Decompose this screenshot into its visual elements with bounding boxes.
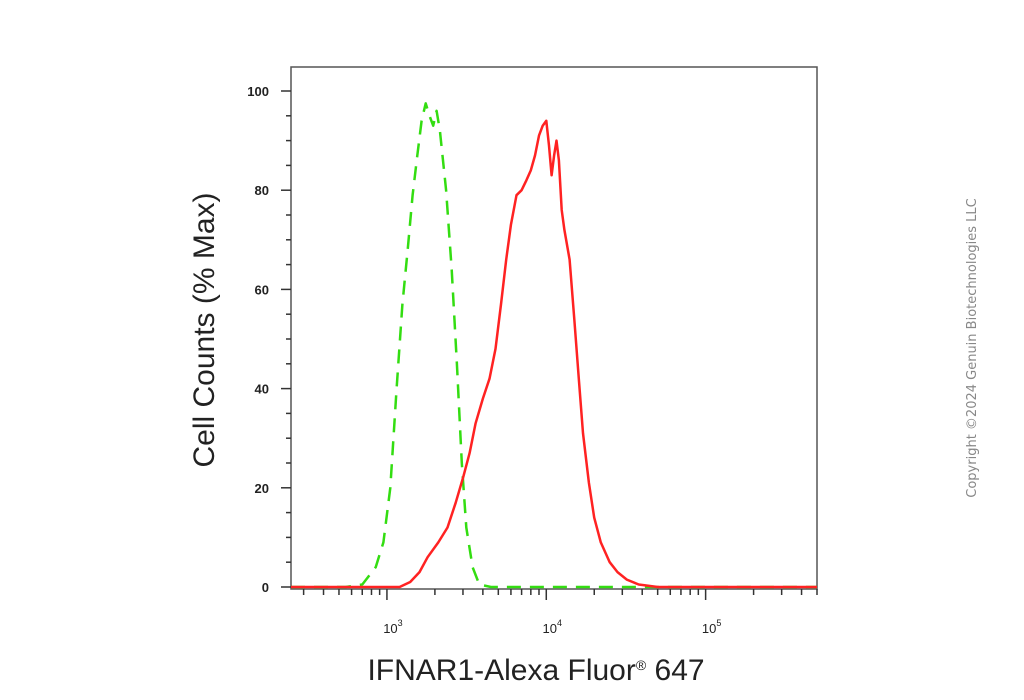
y-tick-label: 100 (247, 84, 269, 99)
x-tick-label: 104 (543, 618, 562, 636)
series-isotype-control-line (291, 102, 817, 589)
y-tick-label: 0 (262, 580, 269, 595)
plot-frame (290, 66, 818, 590)
series-layer (291, 102, 817, 589)
y-tick-label: 60 (255, 282, 269, 297)
x-tick-label: 105 (702, 618, 721, 636)
x-axis: 103 104 105 (302, 589, 818, 636)
y-axis: 0 20 40 60 80 100 (247, 84, 291, 595)
series-ifnar1-line (291, 119, 817, 589)
copyright-watermark: Copyright ©2024 Genuin Biotechnologies L… (965, 198, 980, 497)
y-tick-label: 80 (255, 183, 269, 198)
x-axis-label: IFNAR1-Alexa Fluor® 647 (367, 654, 704, 687)
y-axis-label: Cell Counts (% Max) (188, 192, 221, 467)
y-tick-label: 20 (255, 481, 269, 496)
y-tick-label: 40 (255, 382, 269, 397)
x-axis-label-suffix: 647 (646, 654, 704, 687)
x-axis-label-main: IFNAR1-Alexa Fluor (367, 654, 635, 687)
x-axis-label-mark: ® (636, 657, 647, 673)
x-tick-label: 103 (383, 618, 402, 636)
